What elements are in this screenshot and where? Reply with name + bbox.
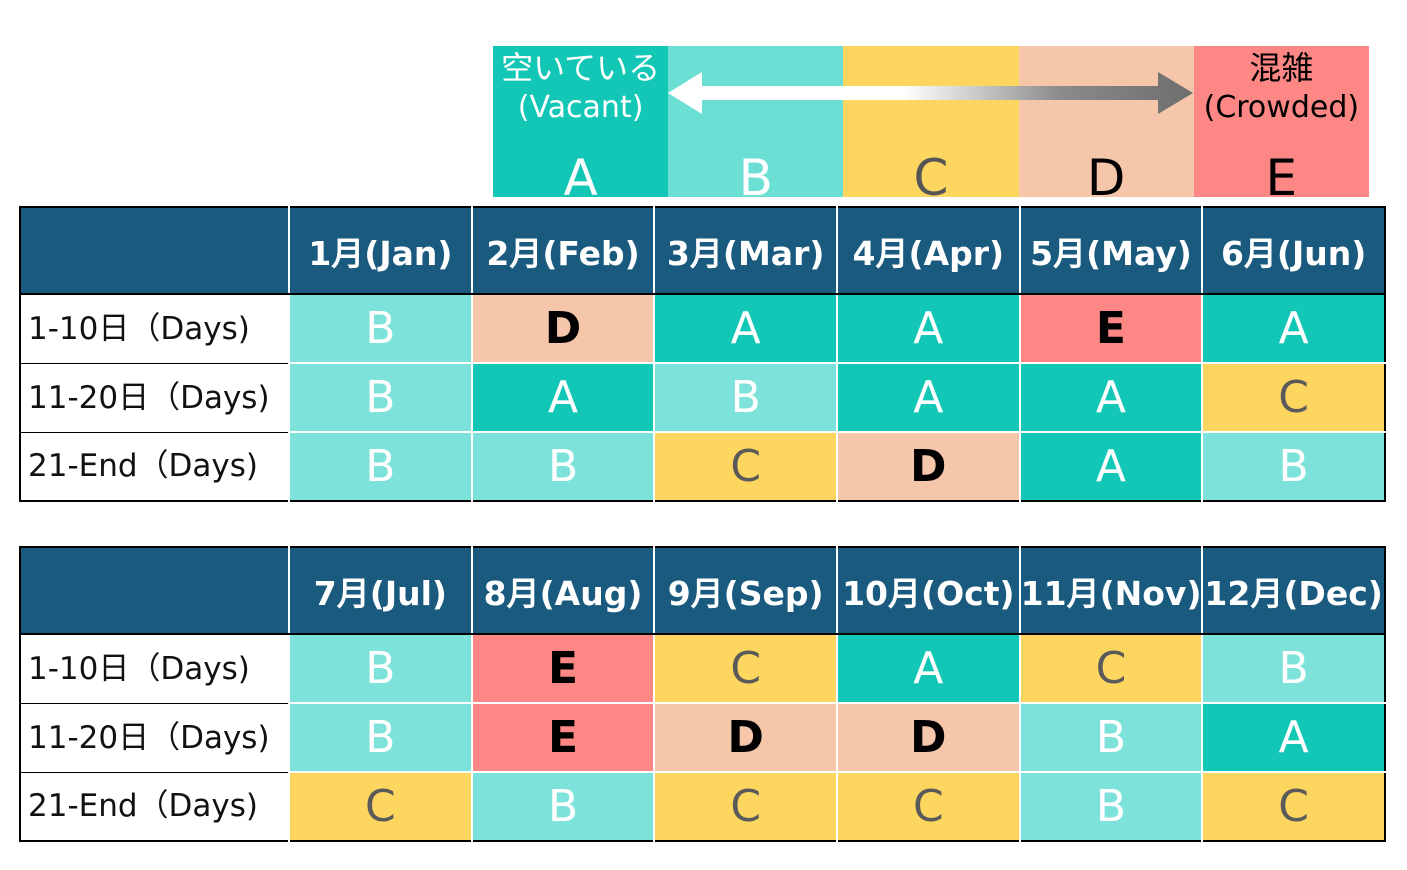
table-header-row: 7月(Jul) 8月(Aug) 9月(Sep) 10月(Oct) 11月(Nov… [20,547,1385,635]
crowd-cell: A [836,293,1020,363]
month-header: 12月(Dec) [1201,547,1385,635]
crowd-cell: D [836,431,1020,501]
crowd-cell: E [1018,293,1203,363]
month-header: 8月(Aug) [470,547,655,635]
month-header: 5月(May) [1018,207,1203,295]
crowd-cell: C [1018,633,1203,703]
crowd-cell: B [288,293,472,363]
crowd-cell: B [288,431,472,501]
table-row: 11-20日（Days) B A B A A C [20,362,1385,432]
table-row: 1-10日（Days) B E C A C B [20,633,1385,703]
crowd-cell: E [470,633,655,703]
crowd-cell: B [288,702,472,772]
legend-letter-c: C [913,149,949,207]
crowd-cell: B [470,771,655,841]
legend-crowded-label: 混雑 [1249,49,1314,87]
crowd-cell: C [836,771,1020,841]
crowd-cell: C [653,771,837,841]
crowd-cell: B [288,362,472,432]
legend-level-a: 空いている (Vacant) A [493,46,669,203]
crowd-cell: B [470,431,655,501]
crowd-cell: C [1201,771,1385,841]
legend-vacant-label: 空いている [501,49,661,87]
table-row: 11-20日（Days) B E D D B A [20,702,1385,772]
header-corner [20,207,290,295]
legend-level-b: B [668,46,844,203]
crowd-cell: A [653,293,837,363]
crowd-cell: A [836,633,1020,703]
row-label: 1-10日（Days) [20,634,290,703]
crowd-cell: B [1201,633,1385,703]
row-label: 11-20日（Days) [20,702,290,772]
crowd-level-legend: 空いている (Vacant) A B C D 混雑 (Crowded) E [493,46,1369,203]
crowd-cell: A [1018,431,1203,501]
header-corner [20,547,290,635]
month-header: 4月(Apr) [836,207,1020,295]
crowd-cell: B [1201,431,1385,501]
legend-letter-d: D [1086,149,1126,207]
crowd-cell: A [1201,293,1385,363]
legend-crowded-sublabel: (Crowded) [1203,90,1360,125]
crowd-cell: D [470,293,655,363]
month-header: 3月(Mar) [653,207,837,295]
crowd-cell: B [1018,702,1203,772]
crowd-cell: A [1018,362,1203,432]
table-row: 21-End（Days) C B C C B C [20,771,1385,841]
crowd-table-jan-jun: 1月(Jan) 2月(Feb) 3月(Mar) 4月(Apr) 5月(May) … [19,206,1386,502]
row-label: 21-End（Days) [20,431,290,501]
legend-vacant-sublabel: (Vacant) [517,90,644,125]
table-header-row: 1月(Jan) 2月(Feb) 3月(Mar) 4月(Apr) 5月(May) … [20,207,1385,295]
row-label: 21-End（Days) [20,771,290,841]
crowd-cell: A [836,362,1020,432]
crowd-cell: B [288,633,472,703]
table-row: 21-End（Days) B B C D A B [20,431,1385,501]
crowd-cell: C [1201,362,1385,432]
crowd-cell: B [1018,771,1203,841]
crowd-cell: E [470,702,655,772]
legend-level-e: 混雑 (Crowded) E [1193,46,1369,203]
month-header: 9月(Sep) [653,547,837,635]
crowd-cell: A [1201,702,1385,772]
month-header: 6月(Jun) [1201,207,1385,295]
legend-letter-b: B [738,149,773,207]
legend-level-d: D [1018,46,1194,203]
crowd-table-jul-dec: 7月(Jul) 8月(Aug) 9月(Sep) 10月(Oct) 11月(Nov… [19,546,1386,842]
month-header: 11月(Nov) [1018,547,1203,635]
legend-letter-a: A [563,149,598,207]
crowd-cell: D [836,702,1020,772]
crowd-cell: C [653,633,837,703]
month-header: 10月(Oct) [836,547,1020,635]
row-label: 1-10日（Days) [20,294,290,363]
crowd-cell: D [653,702,837,772]
legend-level-c: C [843,46,1019,203]
crowd-cell: C [653,431,837,501]
month-header: 7月(Jul) [288,547,472,635]
double-arrow-icon [668,72,1193,114]
month-header: 2月(Feb) [470,207,655,295]
crowd-cell: C [288,771,472,841]
crowd-cell: A [470,362,655,432]
legend-letter-e: E [1265,149,1298,207]
row-label: 11-20日（Days) [20,362,290,432]
table-row: 1-10日（Days) B D A A E A [20,293,1385,363]
crowd-cell: B [653,362,837,432]
month-header: 1月(Jan) [288,207,472,295]
